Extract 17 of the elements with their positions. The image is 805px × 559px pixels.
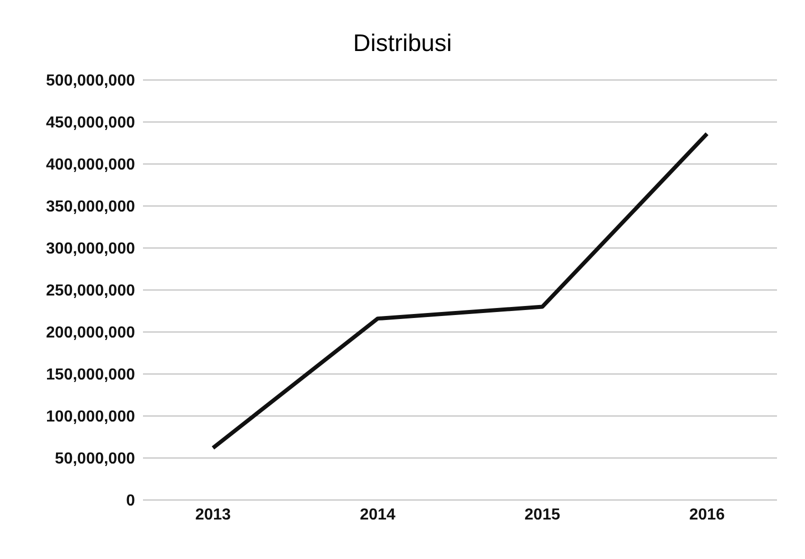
y-tick-label: 300,000,000 bbox=[46, 240, 136, 258]
y-tick-label: 150,000,000 bbox=[46, 366, 136, 384]
y-tick-label: 0 bbox=[126, 492, 136, 510]
x-tick-label: 2014 bbox=[360, 506, 396, 524]
chart-title: Distribusi bbox=[352, 29, 453, 59]
x-tick-label: 2015 bbox=[524, 506, 560, 524]
y-tick-label: 200,000,000 bbox=[46, 324, 136, 342]
y-tick-label: 400,000,000 bbox=[46, 156, 136, 174]
y-tick-label: 100,000,000 bbox=[46, 408, 136, 426]
y-tick-label: 250,000,000 bbox=[46, 282, 136, 300]
y-tick-label: 350,000,000 bbox=[46, 198, 136, 216]
x-tick-label: 2016 bbox=[689, 506, 725, 524]
y-tick-label: 500,000,000 bbox=[46, 72, 136, 90]
y-tick-label: 50,000,000 bbox=[54, 450, 136, 468]
x-tick-label: 2013 bbox=[195, 506, 231, 524]
line-series bbox=[211, 132, 709, 450]
y-tick-label: 450,000,000 bbox=[46, 114, 136, 132]
